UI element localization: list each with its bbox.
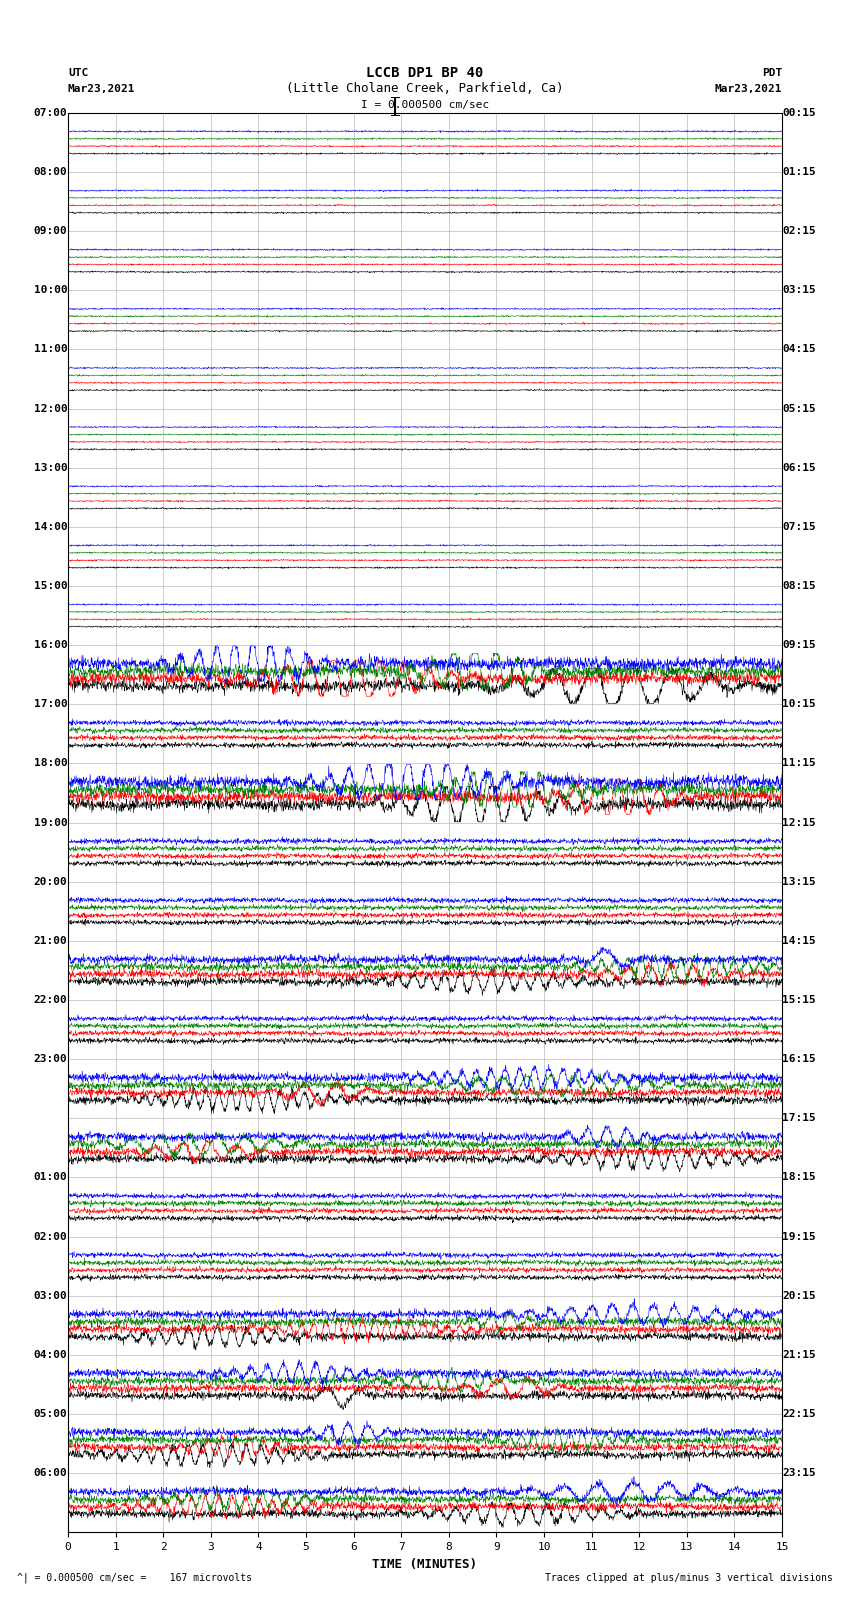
Text: 11:15: 11:15: [783, 758, 816, 768]
Text: 01:15: 01:15: [783, 168, 816, 177]
Text: I = 0.000500 cm/sec: I = 0.000500 cm/sec: [361, 100, 489, 110]
Text: 12:15: 12:15: [783, 818, 816, 827]
Text: 00:15: 00:15: [783, 108, 816, 118]
Text: 03:15: 03:15: [783, 286, 816, 295]
Text: 03:00: 03:00: [34, 1290, 67, 1300]
Text: 02:15: 02:15: [783, 226, 816, 235]
Text: 01:00: 01:00: [34, 1173, 67, 1182]
Text: 16:00: 16:00: [34, 640, 67, 650]
Text: 10:00: 10:00: [34, 286, 67, 295]
Text: 07:00: 07:00: [34, 108, 67, 118]
Text: 07:15: 07:15: [783, 523, 816, 532]
X-axis label: TIME (MINUTES): TIME (MINUTES): [372, 1558, 478, 1571]
Text: 14:15: 14:15: [783, 936, 816, 945]
Text: 19:00: 19:00: [34, 818, 67, 827]
Text: 20:15: 20:15: [783, 1290, 816, 1300]
Text: 18:00: 18:00: [34, 758, 67, 768]
Text: 21:00: 21:00: [34, 936, 67, 945]
Text: 08:15: 08:15: [783, 581, 816, 590]
Text: 12:00: 12:00: [34, 403, 67, 413]
Text: 17:00: 17:00: [34, 700, 67, 710]
Text: 06:00: 06:00: [34, 1468, 67, 1478]
Text: 05:15: 05:15: [783, 403, 816, 413]
Text: Mar23,2021: Mar23,2021: [68, 84, 135, 94]
Text: 16:15: 16:15: [783, 1055, 816, 1065]
Text: (Little Cholane Creek, Parkfield, Ca): (Little Cholane Creek, Parkfield, Ca): [286, 82, 564, 95]
Text: ^| = 0.000500 cm/sec =    167 microvolts: ^| = 0.000500 cm/sec = 167 microvolts: [17, 1573, 252, 1582]
Text: 04:00: 04:00: [34, 1350, 67, 1360]
Text: Mar23,2021: Mar23,2021: [715, 84, 782, 94]
Text: 04:15: 04:15: [783, 345, 816, 355]
Text: 14:00: 14:00: [34, 523, 67, 532]
Text: 18:15: 18:15: [783, 1173, 816, 1182]
Text: 19:15: 19:15: [783, 1232, 816, 1242]
Text: 15:15: 15:15: [783, 995, 816, 1005]
Text: LCCB DP1 BP 40: LCCB DP1 BP 40: [366, 66, 484, 79]
Text: 23:15: 23:15: [783, 1468, 816, 1478]
Text: 23:00: 23:00: [34, 1055, 67, 1065]
Text: 17:15: 17:15: [783, 1113, 816, 1123]
Text: 13:15: 13:15: [783, 877, 816, 887]
Text: 09:00: 09:00: [34, 226, 67, 235]
Text: 22:00: 22:00: [34, 995, 67, 1005]
Text: 15:00: 15:00: [34, 581, 67, 590]
Text: 10:15: 10:15: [783, 700, 816, 710]
Text: 22:15: 22:15: [783, 1410, 816, 1419]
Text: 09:15: 09:15: [783, 640, 816, 650]
Text: 06:15: 06:15: [783, 463, 816, 473]
Text: Traces clipped at plus/minus 3 vertical divisions: Traces clipped at plus/minus 3 vertical …: [545, 1573, 833, 1582]
Text: UTC: UTC: [68, 68, 88, 77]
Text: 11:00: 11:00: [34, 345, 67, 355]
Text: 13:00: 13:00: [34, 463, 67, 473]
Text: 02:00: 02:00: [34, 1232, 67, 1242]
Text: 20:00: 20:00: [34, 877, 67, 887]
Text: 21:15: 21:15: [783, 1350, 816, 1360]
Text: 08:00: 08:00: [34, 168, 67, 177]
Text: 05:00: 05:00: [34, 1410, 67, 1419]
Text: PDT: PDT: [762, 68, 782, 77]
